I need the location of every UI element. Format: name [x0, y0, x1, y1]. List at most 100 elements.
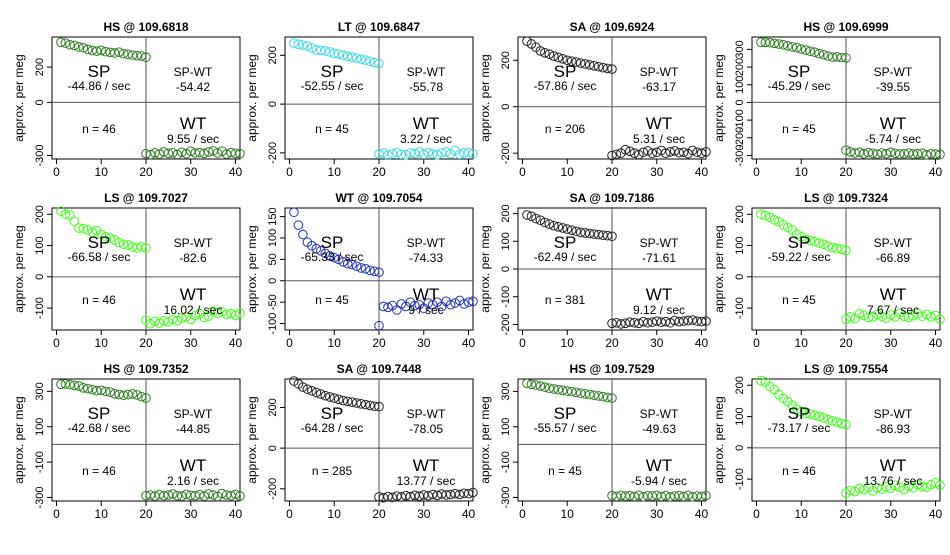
- sp-point: [593, 61, 604, 72]
- x-tick-label: 10: [328, 336, 342, 350]
- sp-point: [338, 395, 348, 406]
- sp-point: [87, 227, 98, 238]
- sp-point: [796, 44, 807, 54]
- sp-rate-label: -59.22 / sec: [768, 250, 831, 264]
- sp-rate-label: -42.68 / sec: [68, 421, 131, 435]
- sp-point: [374, 58, 384, 69]
- wt-label: WT: [646, 456, 672, 475]
- x-tick-label: 10: [561, 165, 575, 179]
- chart-title: HS @ 109.7352: [103, 362, 188, 376]
- sp-point: [814, 411, 824, 422]
- wt-point: [701, 490, 711, 501]
- wt-point: [930, 149, 941, 159]
- sp-point: [823, 241, 833, 251]
- sp-point: [598, 391, 608, 402]
- sp-point: [78, 383, 89, 393]
- wt-point: [185, 146, 196, 157]
- sp-wt-value: -44.85: [176, 422, 210, 436]
- wt-point: [432, 150, 442, 160]
- sp-point: [320, 390, 331, 401]
- wt-point: [607, 150, 617, 161]
- sp-point: [333, 394, 344, 405]
- sp-point: [78, 223, 89, 234]
- x-tick-label: 30: [884, 507, 898, 521]
- y-tick-label: -200: [267, 478, 279, 500]
- sp-point: [531, 380, 541, 390]
- x-tick-label: 10: [95, 507, 109, 521]
- sp-point: [118, 390, 129, 401]
- wt-point: [468, 149, 478, 159]
- chart-panel-1: HS @ 109.6818 0 10 20 30 40 -300 0 200 approx. pe…: [12, 20, 245, 179]
- sp-point: [324, 47, 335, 57]
- sp-point: [289, 38, 299, 48]
- wt-point: [885, 310, 896, 320]
- n-label: n = 381: [545, 293, 586, 307]
- wt-point: [863, 147, 874, 158]
- sp-point: [114, 237, 124, 248]
- wt-point: [177, 313, 187, 323]
- chart-title: LS @ 109.7324: [804, 191, 888, 205]
- sp-wt-label: SP-WT: [874, 407, 913, 421]
- sp-wt-label: SP-WT: [640, 407, 679, 421]
- sp-point: [796, 406, 807, 417]
- y-tick-label: -300: [500, 486, 512, 508]
- x-tick-label: 40: [929, 507, 943, 521]
- sp-point: [369, 401, 380, 412]
- sp-point: [141, 243, 151, 253]
- sp-wt-value: -82.6: [179, 251, 207, 265]
- x-tick-label: 30: [184, 336, 198, 350]
- sp-point: [791, 42, 802, 53]
- sp-wt-label: SP-WT: [407, 65, 446, 79]
- sp-point: [289, 207, 299, 218]
- x-tick-label: 10: [328, 507, 342, 521]
- y-tick-label: -300: [734, 144, 746, 166]
- sp-point: [823, 414, 833, 425]
- x-tick-label: 0: [753, 507, 760, 521]
- wt-point: [181, 312, 192, 322]
- sp-wt-value: -66.89: [876, 251, 910, 265]
- sp-point: [351, 398, 362, 408]
- chart-title: HS @ 109.7529: [569, 362, 654, 376]
- sp-point: [562, 386, 573, 396]
- sp-point: [769, 215, 780, 225]
- x-tick-label: 30: [650, 165, 664, 179]
- sp-wt-label: SP-WT: [174, 65, 213, 79]
- wt-point: [181, 489, 192, 500]
- wt-point: [374, 149, 384, 159]
- sp-point: [783, 222, 793, 233]
- wt-point: [401, 150, 411, 160]
- y-tick-label: -200: [500, 313, 512, 335]
- y-tick-label: -100: [34, 297, 46, 319]
- wt-point: [463, 297, 474, 307]
- x-tick-label: 30: [417, 336, 431, 350]
- sp-wt-label: SP-WT: [407, 236, 446, 250]
- sp-rate-label: -52.55 / sec: [301, 79, 364, 93]
- sp-point: [118, 48, 129, 59]
- chart-panel-6: WT @ 109.7054 0 10 20 30 40 -100 -50 0 50 100 150 ap…: [245, 191, 478, 350]
- wt-point: [199, 148, 209, 159]
- sp-point: [298, 382, 308, 392]
- x-tick-label: 20: [139, 336, 153, 350]
- wt-point: [625, 146, 635, 157]
- sp-wt-value: -74.33: [409, 251, 443, 265]
- sp-point: [571, 387, 581, 398]
- sp-point: [56, 37, 66, 48]
- sp-point: [553, 384, 564, 395]
- sp-wt-value: -39.55: [876, 80, 910, 94]
- wt-point: [190, 310, 201, 321]
- y-tick-label: 100: [500, 418, 512, 436]
- chart-panel-9: HS @ 109.7352 0 10 20 30 40 -300 -100 100 300 appr…: [12, 362, 245, 521]
- y-tick-label: 100: [267, 229, 279, 247]
- y-tick-label: 200: [34, 58, 46, 76]
- sp-point: [342, 258, 353, 269]
- wt-point: [701, 146, 711, 157]
- wt-point: [921, 482, 932, 493]
- sp-point: [100, 386, 111, 397]
- sp-label: SP: [321, 62, 344, 81]
- sp-point: [347, 259, 357, 270]
- sp-rate-label: -45.29 / sec: [768, 79, 831, 93]
- sp-rate-label: -73.17 / sec: [768, 421, 831, 435]
- sp-point: [540, 382, 550, 392]
- wt-rate-label: 13.76 / sec: [864, 474, 923, 488]
- sp-point: [360, 399, 371, 410]
